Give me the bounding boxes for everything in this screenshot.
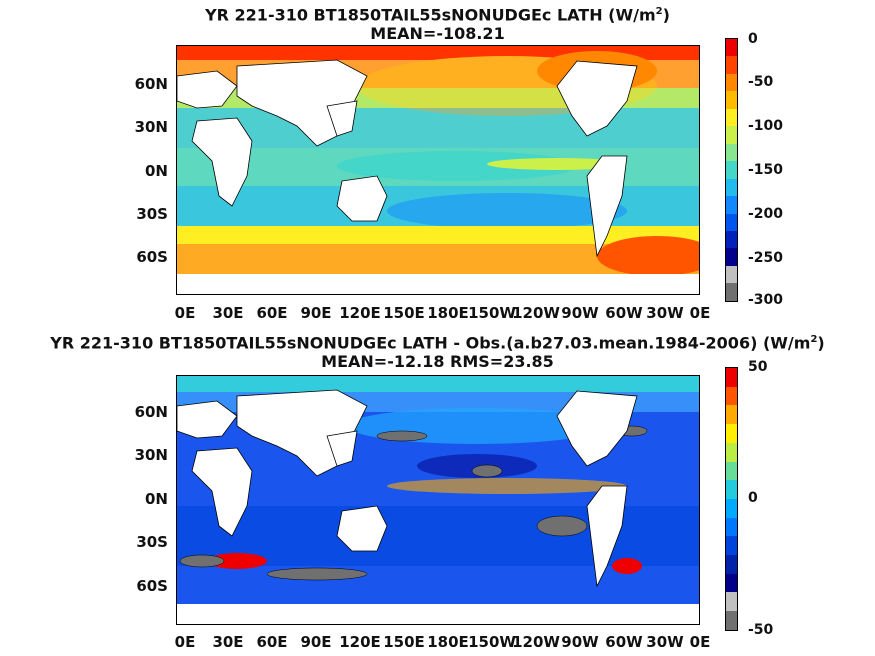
panel2-lat-60n: 60N bbox=[134, 403, 168, 421]
colorbar-segment bbox=[726, 442, 737, 462]
colorbar-segment bbox=[726, 424, 737, 443]
panel1-lon-label: 180E bbox=[427, 304, 469, 322]
panel1-lon-label: 150W bbox=[468, 304, 516, 322]
cbar1-tick: -250 bbox=[748, 250, 784, 266]
panel2-lat-60s: 60S bbox=[136, 577, 168, 595]
colorbar-segment bbox=[726, 91, 737, 109]
panel1-lat-30s: 30S bbox=[136, 205, 168, 223]
cbar1-tick: -200 bbox=[748, 206, 784, 222]
colorbar-segment bbox=[726, 73, 737, 92]
cbar1-tick: -300 bbox=[748, 292, 784, 308]
panel1-lon-label: 150E bbox=[383, 304, 425, 322]
panel2-lon-label: 90W bbox=[561, 633, 599, 651]
colorbar-segment bbox=[726, 555, 737, 574]
panel2-lat-0n: 0N bbox=[145, 490, 168, 508]
colorbar-segment bbox=[726, 143, 737, 162]
panel1-lon-label: 0E bbox=[689, 304, 711, 322]
panel2-lon-label: 30E bbox=[212, 633, 244, 651]
panel1-lat-30n: 30N bbox=[134, 118, 168, 136]
colorbar-segment bbox=[726, 405, 737, 425]
colorbar-segment bbox=[726, 592, 737, 612]
panel1-lon-label: 0E bbox=[174, 304, 196, 322]
panel1-lat-60s: 60S bbox=[136, 248, 168, 266]
colorbar-segment bbox=[726, 536, 737, 556]
panel2-lat-30s: 30S bbox=[136, 533, 168, 551]
cbar2-tick: -50 bbox=[748, 622, 774, 638]
panel1-lon-label: 60W bbox=[605, 304, 643, 322]
panel2-lon-label: 180E bbox=[427, 633, 469, 651]
cbar1-tick: -100 bbox=[748, 118, 784, 134]
colorbar-segment bbox=[726, 178, 737, 197]
colorbar-segment bbox=[726, 368, 737, 387]
colorbar-segment bbox=[726, 480, 737, 499]
panel2-lon-label: 30W bbox=[646, 633, 684, 651]
colorbar-segment bbox=[726, 265, 737, 284]
panel2-map bbox=[176, 375, 700, 625]
panel1-lon-label: 30E bbox=[212, 304, 244, 322]
colorbar-segment bbox=[726, 611, 737, 630]
colorbar-segment bbox=[726, 161, 737, 179]
panel1-lon-label: 120W bbox=[512, 304, 560, 322]
panel2-mean-rms: MEAN=-12.18 RMS=23.85 bbox=[321, 352, 554, 372]
panel2-lon-label: 90E bbox=[300, 633, 332, 651]
colorbar-segment bbox=[726, 283, 737, 301]
colorbar-segment bbox=[726, 39, 737, 57]
panel2-lon-label: 0E bbox=[689, 633, 711, 651]
colorbar-segment bbox=[726, 196, 737, 214]
panel1-lon-label: 120E bbox=[339, 304, 381, 322]
panel2-lon-label: 60E bbox=[256, 633, 288, 651]
colorbar-segment bbox=[726, 108, 737, 127]
panel1-lat-0n: 0N bbox=[145, 162, 168, 180]
colorbar-segment bbox=[726, 248, 737, 266]
panel1-colorbar bbox=[725, 38, 738, 302]
cbar2-tick: 0 bbox=[748, 490, 758, 506]
panel2-lon-label: 120E bbox=[339, 633, 381, 651]
colorbar-segment bbox=[726, 386, 737, 406]
panel2-title: YR 221-310 BT1850TAIL55sNONUDGEc LATH - … bbox=[0, 330, 875, 371]
colorbar-segment bbox=[726, 230, 737, 249]
panel2-lon-label: 120W bbox=[512, 633, 560, 651]
colorbar-segment bbox=[726, 517, 737, 537]
panel1-title: YR 221-310 BT1850TAIL55sNONUDGEc LATH (W… bbox=[0, 2, 875, 43]
panel2-lon-label: 0E bbox=[174, 633, 196, 651]
panel2-lon-label: 60W bbox=[605, 633, 643, 651]
panel1-map bbox=[176, 45, 700, 295]
panel1-mean: MEAN=-108.21 bbox=[370, 24, 505, 44]
cbar1-tick: -50 bbox=[748, 74, 774, 90]
colorbar-segment bbox=[726, 56, 737, 74]
colorbar-segment bbox=[726, 498, 737, 518]
panel2-colorbar bbox=[725, 367, 738, 631]
colorbar-segment bbox=[726, 461, 737, 481]
colorbar-segment bbox=[726, 126, 737, 144]
panel1-lon-label: 60E bbox=[256, 304, 288, 322]
panel1-lon-label: 90E bbox=[300, 304, 332, 322]
panel1-lat-60n: 60N bbox=[134, 75, 168, 93]
cbar2-tick: 50 bbox=[748, 359, 768, 375]
cbar1-tick: 0 bbox=[748, 31, 758, 47]
panel2-lat-30n: 30N bbox=[134, 446, 168, 464]
colorbar-segment bbox=[726, 213, 737, 231]
cbar1-tick: -150 bbox=[748, 162, 784, 178]
panel1-lon-label: 30W bbox=[646, 304, 684, 322]
panel2-lon-label: 150W bbox=[468, 633, 516, 651]
panel2-lon-label: 150E bbox=[383, 633, 425, 651]
panel1-lon-label: 90W bbox=[561, 304, 599, 322]
colorbar-segment bbox=[726, 573, 737, 593]
